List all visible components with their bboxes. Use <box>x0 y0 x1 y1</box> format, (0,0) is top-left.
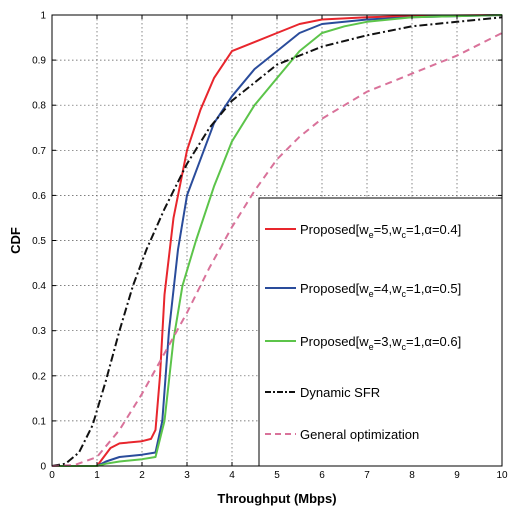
x-tick-label: 8 <box>409 470 415 481</box>
x-tick-label: 1 <box>94 470 100 481</box>
y-tick-label: 0 <box>40 462 46 473</box>
legend-label-3: Proposed[we=3,wc=1,α=0.6] <box>300 334 461 352</box>
y-tick-label: 0.5 <box>32 236 46 247</box>
y-tick-label: 0.3 <box>32 326 46 337</box>
series-lines <box>51 14 503 467</box>
series-line-1 <box>52 14 503 467</box>
legend-box <box>258 197 503 467</box>
y-tick-label: 0.6 <box>32 191 46 202</box>
series-line-4 <box>51 16 503 467</box>
legend-label-1: Proposed[we=5,wc=1,α=0.4] <box>300 222 461 240</box>
x-tick-label: 4 <box>229 470 235 481</box>
x-tick-label: 9 <box>454 470 460 481</box>
y-axis-title: CDF <box>8 227 23 254</box>
x-tick-label: 2 <box>139 470 145 481</box>
y-tick-label: 0.2 <box>32 371 46 382</box>
legend-label-4: Dynamic SFR <box>300 385 380 400</box>
y-tick-label: 1 <box>40 11 46 22</box>
x-tick-label: 3 <box>184 470 190 481</box>
y-tick-label: 0.9 <box>32 56 46 67</box>
x-tick-label: 7 <box>364 470 370 481</box>
x-axis-title: Throughput (Mbps) <box>217 491 336 506</box>
y-tick-label: 0.8 <box>32 101 46 112</box>
legend: Proposed[we=5,wc=1,α=0.4] Proposed[we=4,w… <box>258 197 503 467</box>
legend-label-5: General optimization <box>300 427 419 442</box>
x-tick-label: 6 <box>319 470 325 481</box>
x-tick-label: 10 <box>496 470 508 481</box>
series-line-3 <box>52 14 503 467</box>
series-line-2 <box>52 14 503 467</box>
legend-label-2: Proposed[we=4,wc=1,α=0.5] <box>300 281 461 299</box>
y-tick-label: 0.4 <box>32 281 46 292</box>
x-tick-label: 5 <box>274 470 280 481</box>
y-tick-label: 0.7 <box>32 146 46 157</box>
x-tick-label: 0 <box>49 470 55 481</box>
y-tick-label: 0.1 <box>32 416 46 427</box>
